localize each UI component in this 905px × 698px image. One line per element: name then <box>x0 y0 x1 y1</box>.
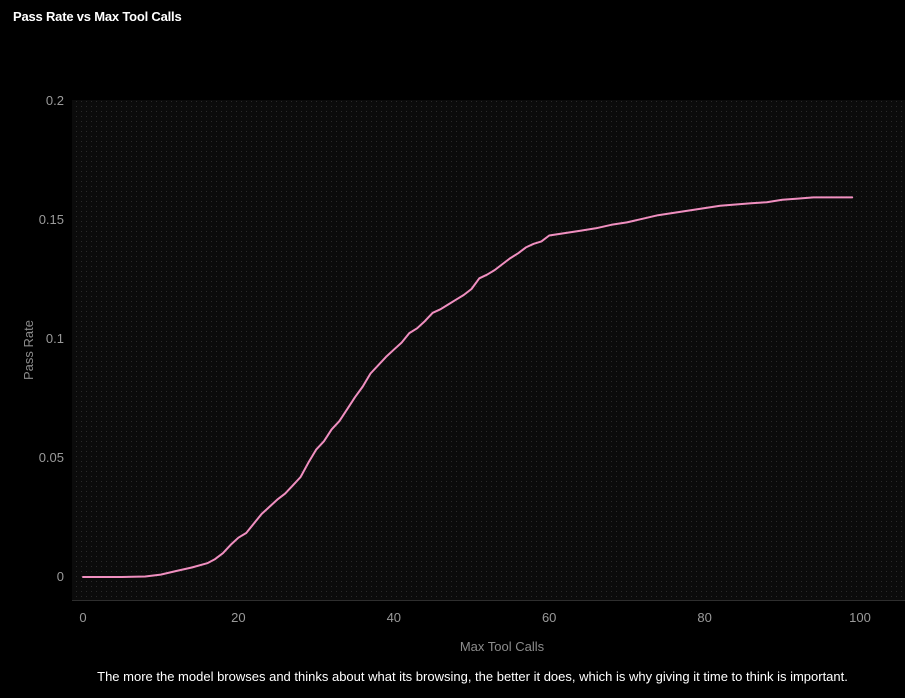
y-tick-label: 0 <box>57 569 64 584</box>
pass-rate-chart: 0 0.05 0.1 0.15 0.2 0 20 40 60 80 100 Max Tool Ca… <box>21 93 905 654</box>
x-tick-label: 40 <box>387 610 401 625</box>
x-tick-label: 0 <box>79 610 86 625</box>
y-tick-label: 0.1 <box>46 331 64 346</box>
chart-title: Pass Rate vs Max Tool Calls <box>13 9 182 24</box>
y-tick-label: 0.05 <box>39 450 64 465</box>
x-tick-label: 100 <box>849 610 871 625</box>
pass-rate-line <box>82 196 854 578</box>
x-tick-label: 60 <box>542 610 556 625</box>
y-tick-label: 0.2 <box>46 93 64 108</box>
plot-dot-texture <box>72 100 905 600</box>
x-axis-label: Max Tool Calls <box>460 639 545 654</box>
x-tick-labels: 0 20 40 60 80 100 <box>79 610 870 625</box>
y-tick-labels: 0 0.05 0.1 0.15 0.2 <box>39 93 64 584</box>
x-tick-label: 80 <box>697 610 711 625</box>
y-tick-label: 0.15 <box>39 212 64 227</box>
y-axis-label: Pass Rate <box>21 320 36 380</box>
x-tick-label: 20 <box>231 610 245 625</box>
chart-caption: The more the model browses and thinks ab… <box>97 669 848 684</box>
